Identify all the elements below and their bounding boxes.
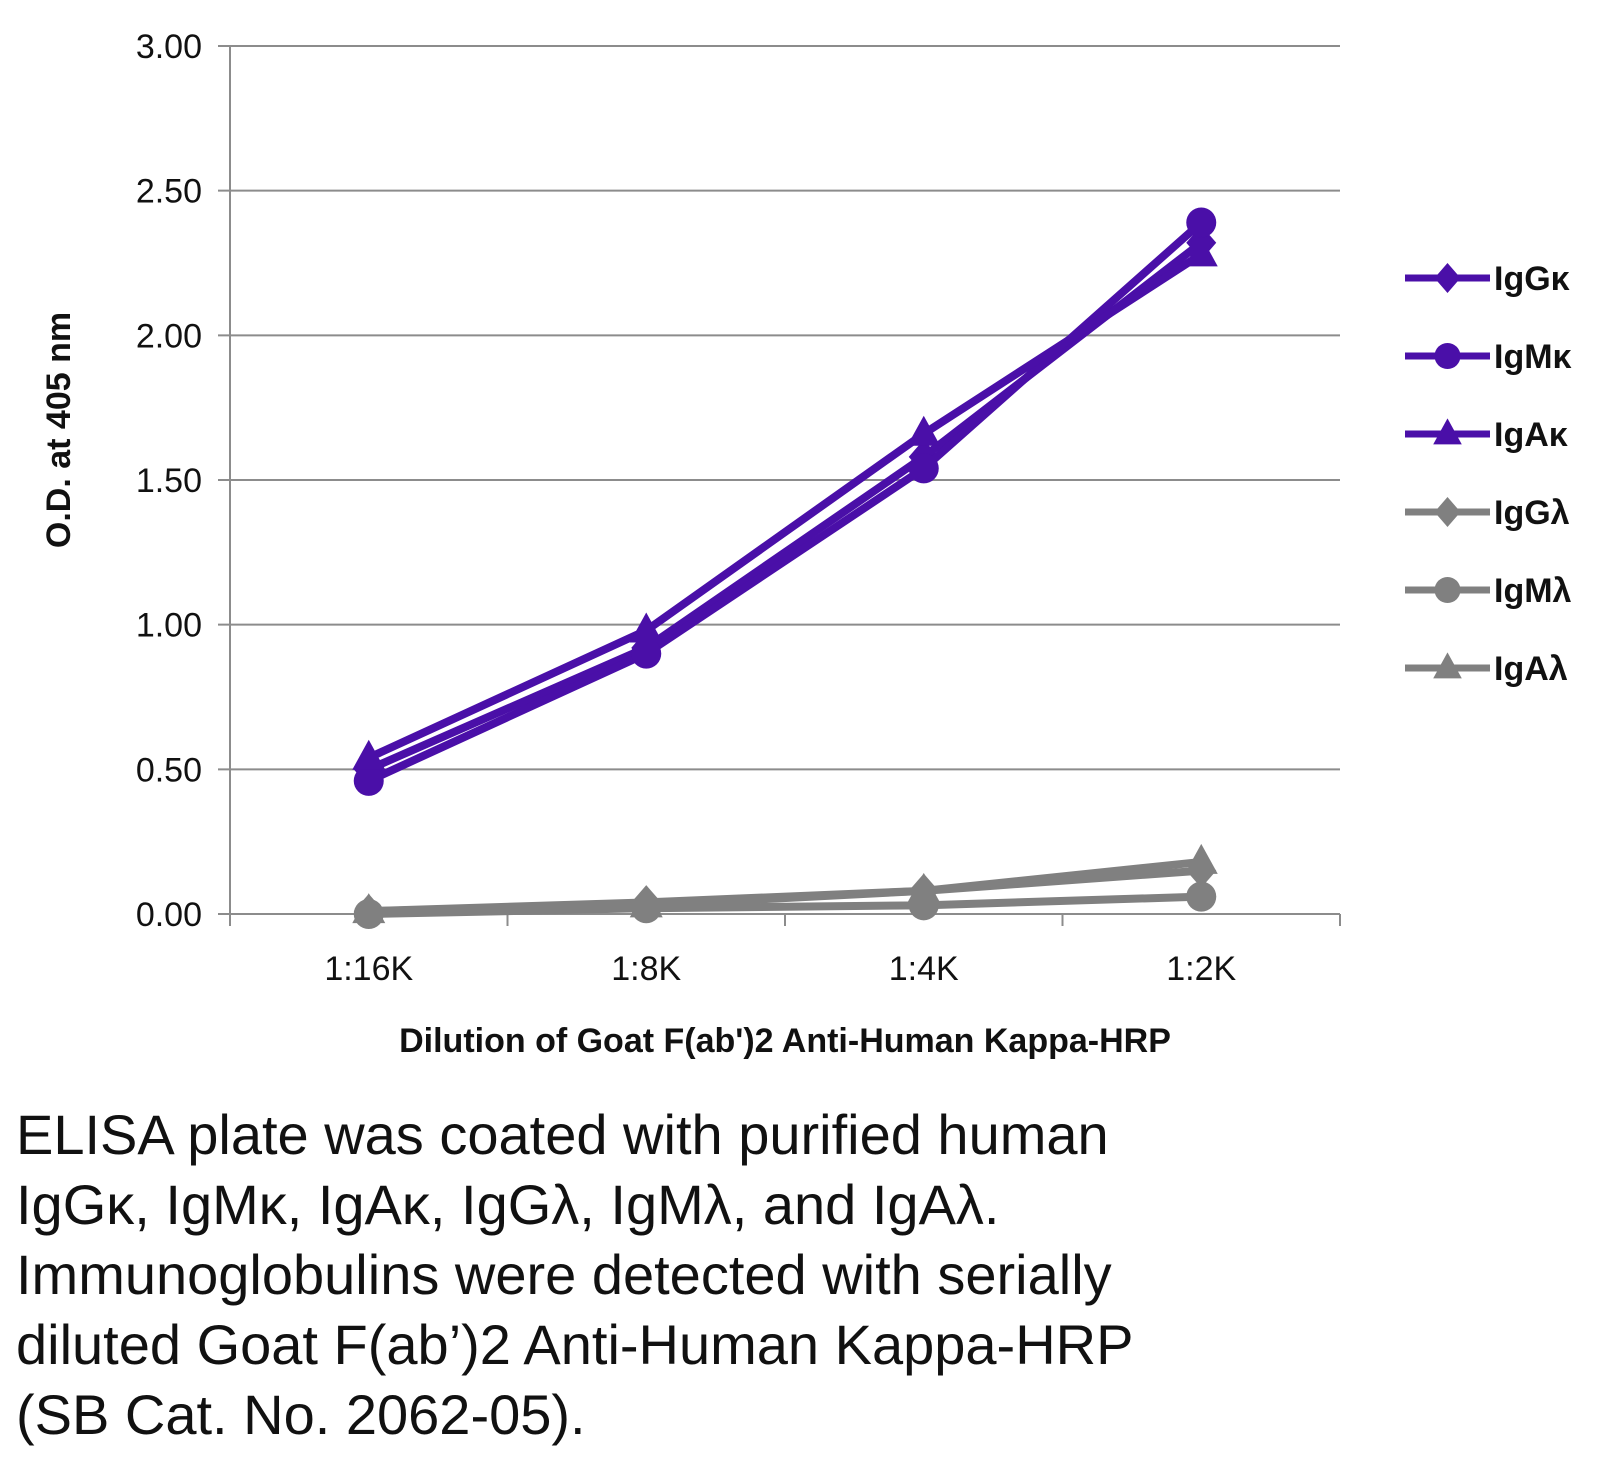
series-6: [352, 843, 1218, 924]
legend: IgGκ IgMκ IgAκ IgGλ IgMλ IgAλ: [1405, 260, 1572, 688]
series-3-point: [1184, 236, 1218, 267]
legend-item: IgGλ: [1405, 494, 1570, 532]
x-tick-label: 1:16K: [324, 950, 413, 988]
caption-line-2: IgGκ, IgMκ, IgAκ, IgGλ, IgMλ, and IgAλ.: [16, 1173, 1000, 1236]
series-6-line: [364, 857, 1206, 916]
x-tick-labels: 1:16K 1:8K 1:4K 1:2K: [324, 950, 1236, 988]
series-3-point: [629, 612, 663, 643]
legend-label: IgAκ: [1494, 416, 1568, 454]
axes: [229, 46, 1341, 926]
series-6-point: [352, 893, 386, 924]
legend-item: IgAκ: [1405, 416, 1568, 454]
series-3: [352, 236, 1218, 770]
x-tick-label: 1:8K: [611, 950, 681, 988]
gridlines: [218, 45, 1340, 915]
legend-swatch-marker: [1434, 263, 1461, 293]
legend-swatch-marker: [1433, 418, 1462, 445]
legend-swatch-marker: [1434, 497, 1461, 527]
y-tick-label: 1.00: [136, 607, 202, 645]
series-3-line: [364, 250, 1206, 762]
series-3-point: [907, 415, 941, 446]
legend-item: IgGκ: [1405, 260, 1570, 298]
caption-line-1: ELISA plate was coated with purified hum…: [16, 1103, 1109, 1166]
elisa-line-chart: 0.000.501.001.502.002.503.00 1:16K 1:8K 1:…: [40, 28, 1572, 1060]
legend-label: IgMκ: [1494, 338, 1572, 376]
y-tick-label: 3.00: [136, 28, 202, 66]
y-tick-label: 2.00: [136, 317, 202, 355]
legend-swatch-marker: [1434, 343, 1461, 369]
y-axis-title: O.D. at 405 nm: [40, 312, 78, 548]
x-tick-label: 1:2K: [1166, 950, 1236, 988]
y-tick-label: 1.50: [136, 462, 202, 500]
series-2-point: [631, 638, 662, 669]
series-lines: [352, 207, 1218, 929]
legend-label: IgMλ: [1494, 572, 1572, 610]
y-tick-label: 0.50: [136, 751, 202, 789]
series-6-point: [629, 887, 663, 918]
y-tick-labels: 0.00 0.50 1.00 1.50 2.00 2.50 3.00: [136, 28, 202, 934]
legend-label: IgGλ: [1494, 494, 1570, 532]
series-6-point: [907, 872, 941, 903]
x-axis-title: Dilution of Goat F(ab')2 Anti-Human Kapp…: [399, 1022, 1171, 1060]
legend-label: IgAλ: [1494, 650, 1568, 688]
legend-item: IgAλ: [1405, 650, 1568, 688]
caption-line-3: Immunoglobulins were detected with seria…: [16, 1243, 1112, 1306]
y-tick-label: 0.00: [136, 896, 202, 934]
series-3-point: [352, 739, 386, 770]
series-2-point: [1186, 207, 1217, 238]
caption-line-5: (SB Cat. No. 2062-05).: [16, 1383, 586, 1446]
x-tick-label: 1:4K: [889, 950, 959, 988]
legend-swatch-marker: [1434, 577, 1461, 603]
series-6-point: [1184, 843, 1218, 874]
caption-line-4: diluted Goat F(ab’)2 Anti-Human Kappa-HR…: [16, 1313, 1134, 1376]
legend-swatch-marker: [1433, 652, 1462, 679]
series-1-line: [364, 238, 1206, 774]
figure-caption: ELISA plate was coated with purified hum…: [16, 1100, 1596, 1450]
series-2-point: [908, 453, 939, 484]
legend-item: IgMκ: [1405, 338, 1572, 376]
y-tick-label: 2.50: [136, 173, 202, 211]
series-2-point: [353, 765, 384, 796]
legend-item: IgMλ: [1405, 572, 1572, 610]
series-5-point: [1186, 881, 1217, 912]
legend-label: IgGκ: [1494, 260, 1570, 298]
